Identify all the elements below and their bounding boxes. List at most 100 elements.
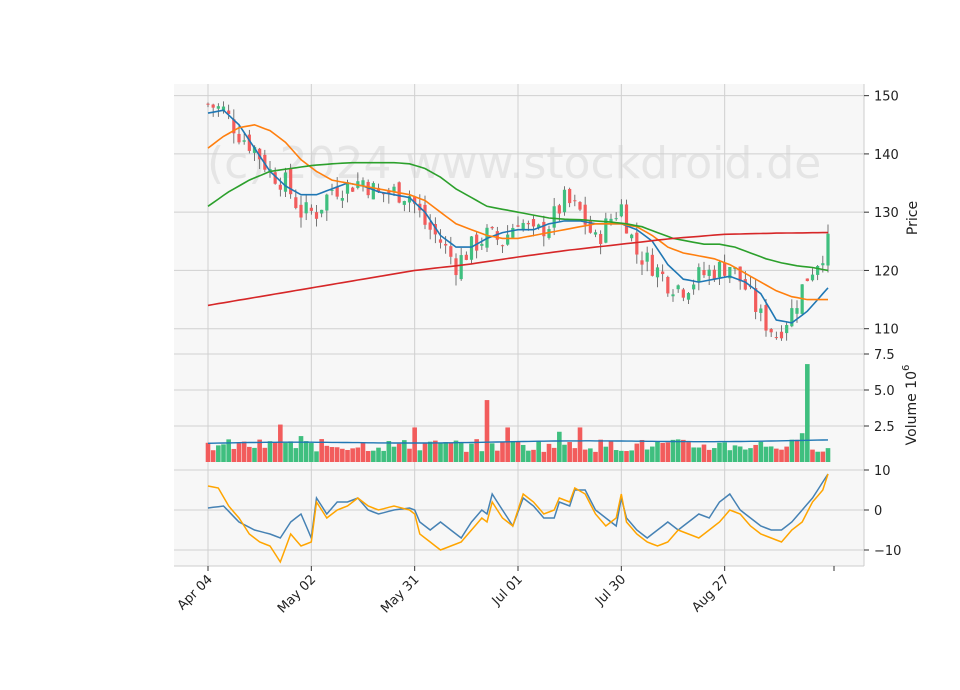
candle-body: [821, 263, 825, 266]
candle-body: [826, 233, 830, 266]
volume-bar: [371, 450, 376, 462]
y-tick-label: 110: [874, 323, 899, 338]
candle-body: [221, 106, 226, 112]
volume-bar: [350, 448, 355, 462]
price-axis-title: Price: [905, 201, 921, 235]
candle-body: [542, 221, 546, 237]
candle-body: [573, 200, 577, 202]
candle-body: [237, 133, 241, 143]
candle-body: [619, 204, 623, 217]
candle-body: [547, 229, 551, 238]
volume-bar: [727, 450, 733, 462]
candle-body: [454, 258, 458, 276]
volume-bar: [763, 446, 769, 462]
candle-body: [320, 209, 324, 214]
candle-body: [661, 271, 665, 275]
price-panel: [174, 84, 864, 352]
y-tick-label: 120: [874, 264, 899, 279]
volume-bar: [624, 451, 629, 462]
candle-body: [609, 218, 613, 223]
x-tick-label: Aug 27: [689, 572, 732, 615]
candle-body: [537, 224, 541, 228]
volume-bar: [479, 451, 485, 462]
volume-bar: [562, 444, 567, 462]
volume-bars: [205, 364, 831, 462]
candle-body: [624, 204, 629, 234]
volume-bar: [236, 443, 242, 462]
volume-bar: [453, 440, 459, 462]
volume-bar: [603, 446, 609, 462]
volume-bar: [309, 443, 314, 462]
candle-body: [769, 329, 773, 333]
candle-body: [521, 222, 525, 230]
candle-body: [469, 236, 474, 260]
volume-bar: [288, 441, 293, 462]
volume-bar: [768, 446, 774, 462]
volume-bar: [360, 443, 366, 462]
candle-body: [593, 232, 598, 235]
volume-bar: [216, 445, 221, 462]
volume-bar: [210, 450, 216, 462]
volume-bar: [520, 444, 526, 462]
candle-body: [413, 197, 417, 204]
volume-bar: [205, 442, 211, 462]
volume-bar: [386, 441, 392, 462]
candle-body: [402, 201, 406, 205]
volume-bar: [557, 431, 562, 462]
candle-body: [666, 276, 670, 294]
candle-body: [506, 234, 510, 245]
candle-body: [578, 202, 582, 210]
volume-bar: [743, 449, 748, 462]
x-tick-label: Jul 30: [592, 572, 629, 609]
volume-bar: [376, 447, 381, 462]
candle-body: [289, 168, 293, 195]
volume-bar: [433, 440, 438, 462]
volume-bar: [443, 442, 448, 462]
volume-bar: [577, 427, 583, 462]
volume-bar: [458, 442, 464, 462]
volume-bar: [644, 449, 650, 462]
candle-body: [738, 266, 742, 282]
candle-body: [614, 218, 618, 220]
candle-body: [475, 234, 479, 251]
volume-bar: [303, 441, 309, 462]
ma-line: [207, 109, 829, 324]
volume-axis-title: Volume 106: [901, 365, 920, 446]
candle-body: [314, 212, 319, 219]
volume-bar: [427, 441, 433, 462]
candle-body: [743, 279, 747, 290]
candle-body: [557, 205, 561, 214]
candle-body: [588, 220, 592, 233]
volume-bar: [340, 448, 345, 462]
candle-body: [304, 202, 308, 214]
volume-bar: [412, 427, 417, 462]
volume-bar: [696, 447, 702, 462]
volume-bar: [820, 451, 826, 462]
candle-body: [717, 261, 722, 278]
candle-body: [500, 245, 505, 247]
candle-body: [630, 234, 634, 239]
volume-bar: [619, 450, 624, 462]
candle-body: [309, 207, 313, 211]
candle-body: [583, 204, 587, 225]
volume-bar: [712, 448, 717, 462]
volume-bar: [737, 446, 743, 462]
volume-bar: [567, 442, 572, 462]
volume-bar: [608, 440, 614, 462]
volume-bar: [272, 442, 278, 462]
volume-bar: [691, 447, 696, 462]
volume-bar: [634, 443, 640, 462]
volume-bar: [484, 400, 490, 462]
candle-body: [676, 285, 680, 290]
volume-bar: [329, 447, 335, 462]
volume-bar: [334, 447, 340, 462]
candle-body: [407, 196, 412, 203]
volume-bar: [489, 443, 495, 462]
volume-bar: [681, 439, 686, 462]
volume-bar: [469, 443, 474, 462]
ma-line: [207, 123, 828, 301]
candle-body: [516, 225, 520, 227]
volume-bar: [805, 364, 810, 462]
volume-bar: [799, 433, 805, 462]
oscillator-lines: [207, 473, 829, 564]
